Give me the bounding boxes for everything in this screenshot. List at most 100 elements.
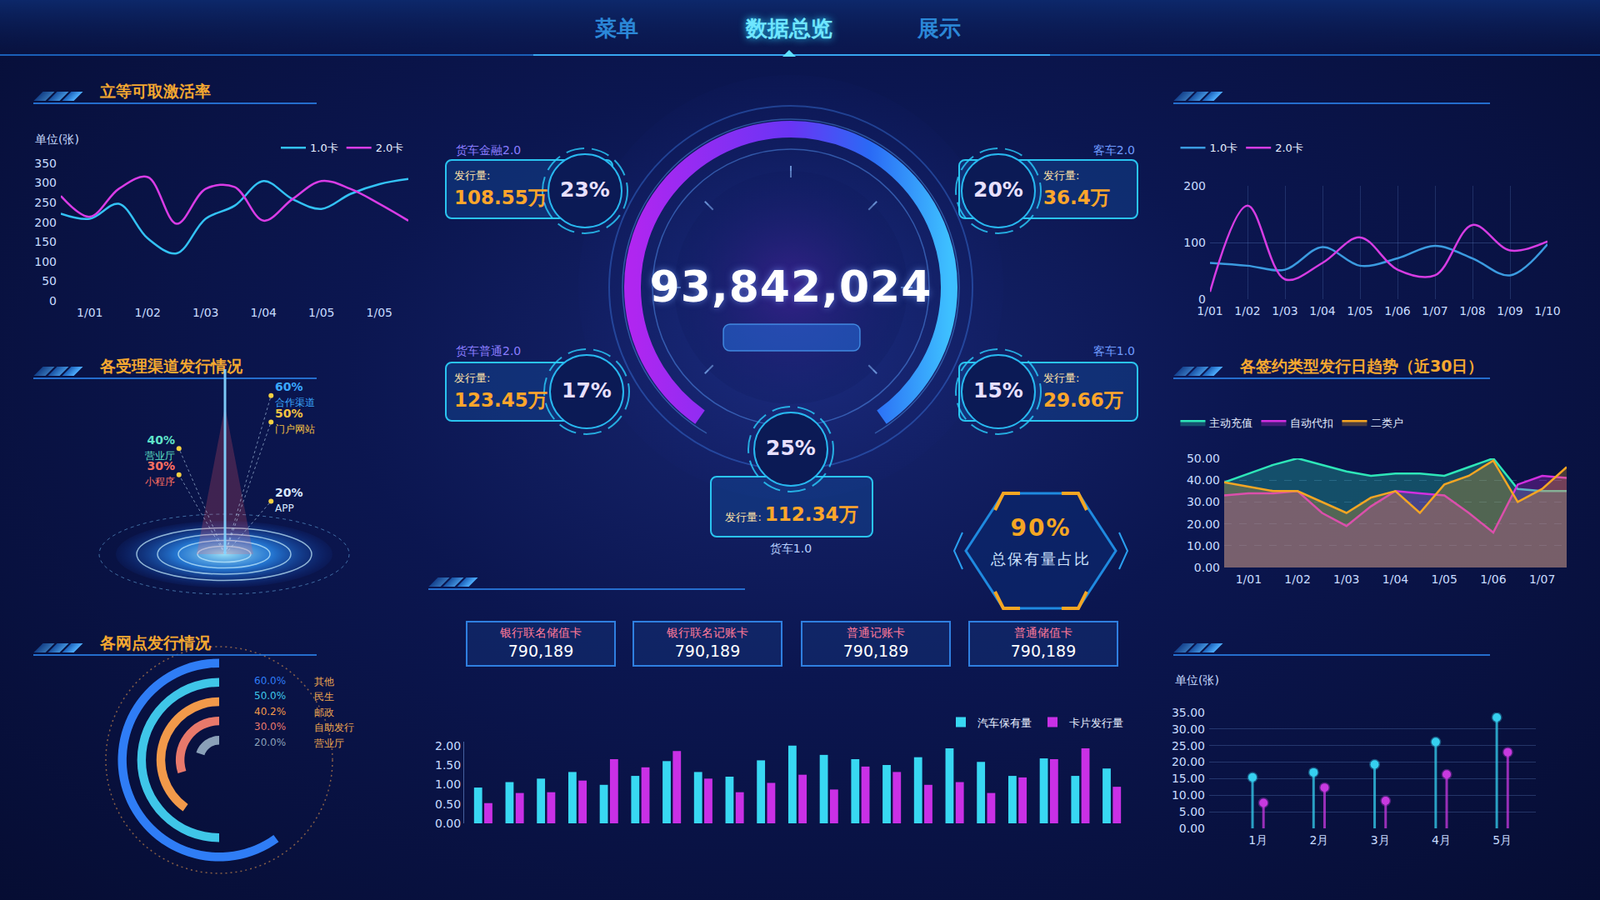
svg-text:5月: 5月 xyxy=(1492,833,1512,847)
svg-text:3月: 3月 xyxy=(1370,833,1390,847)
svg-text:1/09: 1/09 xyxy=(1496,304,1523,318)
svg-text:20.00: 20.00 xyxy=(1171,755,1205,769)
svg-text:1/06: 1/06 xyxy=(1384,304,1411,318)
html-text:29.66万: 29.66万 xyxy=(1043,389,1124,411)
svg-text:250: 250 xyxy=(34,195,57,210)
svg-text:1/02: 1/02 xyxy=(1234,304,1260,318)
html-text:36.4万: 36.4万 xyxy=(1043,186,1110,209)
svg-text:25.00: 25.00 xyxy=(1171,739,1205,753)
svg-text:300: 300 xyxy=(34,175,57,190)
svg-text:1/04: 1/04 xyxy=(1382,572,1410,586)
svg-text:1/05: 1/05 xyxy=(308,305,335,320)
svg-text:2月: 2月 xyxy=(1309,833,1329,847)
svg-text:1/08: 1/08 xyxy=(1459,304,1485,318)
html-text:17%: 17% xyxy=(561,378,612,403)
svg-text:1/07: 1/07 xyxy=(1421,304,1448,318)
svg-text:40.00: 40.00 xyxy=(1186,473,1220,487)
svg-text:单位(张): 单位(张) xyxy=(35,132,80,146)
svg-text:1/10: 1/10 xyxy=(1534,304,1560,318)
svg-text:主动充值: 主动充值 xyxy=(1209,416,1253,430)
svg-text:1.0卡: 1.0卡 xyxy=(310,141,339,155)
svg-text:15.00: 15.00 xyxy=(1171,771,1205,785)
html-text:银行联名记账卡: 银行联名记账卡 xyxy=(666,625,749,640)
svg-text:30%小程序: 30%小程序 xyxy=(145,459,175,488)
svg-text:汽车保有量: 汽车保有量 xyxy=(977,716,1032,730)
svg-text:0.00: 0.00 xyxy=(435,816,461,830)
html-text:总保有量占比: 总保有量占比 xyxy=(990,550,1091,568)
svg-text:1/02: 1/02 xyxy=(1284,572,1310,586)
svg-text:35.00: 35.00 xyxy=(1171,705,1205,720)
svg-text:200: 200 xyxy=(34,215,57,230)
svg-text:0: 0 xyxy=(1198,292,1206,306)
svg-text:5.00: 5.00 xyxy=(1179,805,1205,819)
svg-text:20%APP: 20%APP xyxy=(275,485,304,515)
html-text:各签约类型发行日趋势（近30日）: 各签约类型发行日趋势（近30日） xyxy=(1240,356,1484,375)
html-text:790,189: 790,189 xyxy=(843,641,909,660)
svg-text:1/01: 1/01 xyxy=(1196,304,1223,318)
svg-text:1/04: 1/04 xyxy=(250,305,278,320)
svg-text:50.00: 50.00 xyxy=(1186,451,1220,465)
html-text:108.55万: 108.55万 xyxy=(454,186,548,209)
html-text:数据总览: 数据总览 xyxy=(745,15,833,41)
svg-text:二类户: 二类户 xyxy=(1370,416,1404,430)
svg-text:0.00: 0.00 xyxy=(1179,821,1205,835)
svg-text:200: 200 xyxy=(1183,179,1206,193)
svg-text:10.00: 10.00 xyxy=(1171,788,1205,802)
svg-text:1/01: 1/01 xyxy=(1235,572,1262,586)
svg-text:50: 50 xyxy=(41,274,57,288)
svg-text:1/05: 1/05 xyxy=(366,305,393,320)
svg-text:卡片发行量: 卡片发行量 xyxy=(1069,716,1124,730)
svg-text:1月: 1月 xyxy=(1248,833,1268,847)
svg-text:40%营业厅: 40%营业厅 xyxy=(145,433,175,462)
svg-text:0.00: 0.00 xyxy=(1194,560,1220,575)
svg-text:1.00: 1.00 xyxy=(435,777,461,791)
svg-text:20.00: 20.00 xyxy=(1186,517,1220,531)
svg-text:2.0卡: 2.0卡 xyxy=(375,141,405,155)
svg-text:350: 350 xyxy=(34,156,57,170)
html-text:25%: 25% xyxy=(765,435,816,460)
html-text:90%: 90% xyxy=(1010,514,1072,542)
html-text:93,842,024: 93,842,024 xyxy=(649,261,933,312)
svg-text:0.50: 0.50 xyxy=(435,797,461,811)
html-text:15%: 15% xyxy=(973,378,1024,403)
svg-text:1/03: 1/03 xyxy=(1333,572,1360,586)
html-text:各受理渠道发行情况: 各受理渠道发行情况 xyxy=(100,356,243,375)
html-text:790,189: 790,189 xyxy=(1010,641,1077,660)
svg-text:1.50: 1.50 xyxy=(435,758,461,772)
html-text:23%: 23% xyxy=(560,177,610,202)
svg-text:1/05: 1/05 xyxy=(1430,572,1457,586)
html-text:发行量:112.34万: 发行量:112.34万 xyxy=(725,503,858,525)
svg-text:1/01: 1/01 xyxy=(76,305,103,320)
svg-text:150: 150 xyxy=(34,235,57,249)
html-text:展示: 展示 xyxy=(917,15,961,41)
svg-text:100: 100 xyxy=(34,255,57,269)
html-text:790,189: 790,189 xyxy=(508,641,574,660)
svg-text:4月: 4月 xyxy=(1431,833,1451,847)
html-text:立等可取激活率: 立等可取激活率 xyxy=(100,81,211,100)
svg-text:1/02: 1/02 xyxy=(135,305,161,320)
svg-text:1/03: 1/03 xyxy=(1271,304,1298,318)
svg-text:10.00: 10.00 xyxy=(1186,539,1220,553)
html-text:各网点发行情况: 各网点发行情况 xyxy=(100,633,211,652)
html-text:20%: 20% xyxy=(973,177,1024,202)
svg-text:30.00: 30.00 xyxy=(1186,495,1220,509)
svg-text:1/06: 1/06 xyxy=(1480,572,1507,586)
svg-text:0: 0 xyxy=(49,294,57,308)
html-text:菜单: 菜单 xyxy=(595,15,639,41)
svg-text:自动代扣: 自动代扣 xyxy=(1290,416,1334,430)
svg-text:100: 100 xyxy=(1183,235,1206,250)
svg-text:1.0卡: 1.0卡 xyxy=(1210,141,1239,155)
html-text:银行联名储值卡: 银行联名储值卡 xyxy=(500,625,582,640)
svg-text:1/04: 1/04 xyxy=(1309,304,1336,318)
svg-text:2.0卡: 2.0卡 xyxy=(1275,141,1304,155)
svg-text:30.00: 30.00 xyxy=(1171,722,1205,736)
svg-text:1/05: 1/05 xyxy=(1346,304,1373,318)
svg-text:1/07: 1/07 xyxy=(1529,572,1555,586)
html-text:123.45万: 123.45万 xyxy=(454,389,548,411)
svg-text:单位(张): 单位(张) xyxy=(1175,673,1220,687)
html-text:790,189: 790,189 xyxy=(674,641,741,660)
svg-text:2.00: 2.00 xyxy=(435,739,461,753)
svg-text:1/03: 1/03 xyxy=(192,305,219,320)
svg-text:50%门户网站: 50%门户网站 xyxy=(275,406,315,435)
svg-text:60%合作渠道: 60%合作渠道 xyxy=(275,380,315,409)
